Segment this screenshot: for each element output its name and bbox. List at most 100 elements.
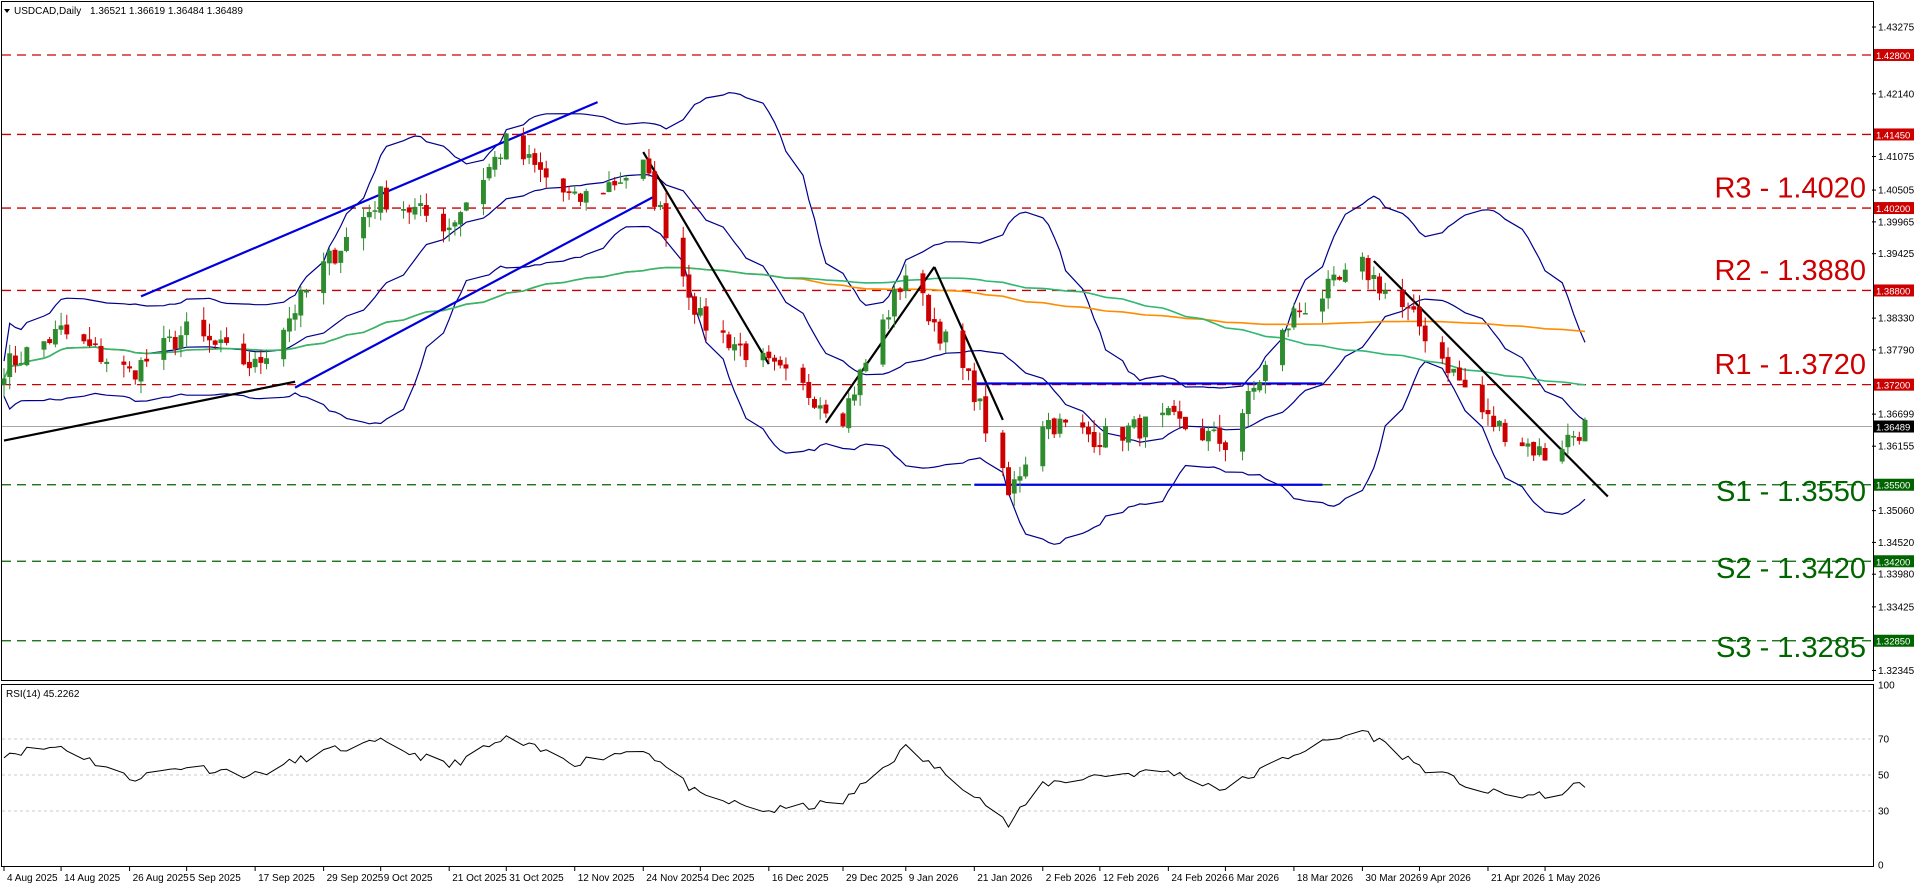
candle-body bbox=[1422, 325, 1428, 342]
price-axis-label: 1.32345 bbox=[1878, 666, 1915, 677]
candle-body bbox=[224, 337, 230, 343]
level-price-tag-text: 1.32850 bbox=[1876, 637, 1910, 648]
candle-body bbox=[132, 370, 138, 380]
candle-body bbox=[903, 275, 909, 292]
candle-body bbox=[1291, 308, 1297, 328]
candle-body bbox=[1479, 384, 1485, 413]
candle-body bbox=[104, 361, 110, 365]
candle-body bbox=[532, 153, 538, 165]
candle-body bbox=[121, 361, 127, 365]
date-axis-label: 16 Dec 2025 bbox=[772, 873, 829, 884]
candle-body bbox=[760, 352, 766, 361]
date-axis-label: 31 Oct 2025 bbox=[509, 873, 564, 884]
candle-body bbox=[1536, 446, 1542, 456]
candle-body bbox=[1365, 258, 1371, 281]
candle-body bbox=[344, 236, 349, 251]
candle-body bbox=[1057, 418, 1063, 434]
date-axis-label: 18 Mar 2026 bbox=[1297, 873, 1354, 884]
candle-body bbox=[977, 398, 983, 402]
candle-body bbox=[1462, 379, 1468, 388]
candle-body bbox=[926, 294, 932, 322]
candle-body bbox=[64, 324, 70, 335]
date-axis-label: 30 Mar 2026 bbox=[1365, 873, 1422, 884]
candle-body bbox=[1063, 419, 1069, 423]
candle-body bbox=[1097, 445, 1103, 448]
candle-body bbox=[184, 321, 190, 336]
price-axis-label: 1.43275 bbox=[1878, 23, 1915, 34]
candle-body bbox=[646, 158, 652, 174]
candle-body bbox=[423, 205, 429, 216]
candle-body bbox=[777, 359, 783, 366]
candle-body bbox=[1485, 410, 1491, 415]
candle-body bbox=[971, 370, 977, 403]
date-axis-label: 14 Aug 2025 bbox=[64, 873, 121, 884]
candle-body bbox=[1280, 329, 1285, 366]
candle-body bbox=[1456, 367, 1462, 381]
candle-body bbox=[766, 351, 772, 359]
downtrend-line-3 bbox=[1373, 260, 1609, 498]
price-axis-label: 1.39965 bbox=[1878, 217, 1915, 228]
candle-body bbox=[246, 361, 252, 369]
level-price-tag bbox=[1874, 478, 1914, 491]
current-price-tag-text: 1.36489 bbox=[1876, 423, 1910, 434]
candle-body bbox=[612, 180, 618, 186]
candle-body bbox=[737, 343, 743, 346]
candle-body bbox=[732, 344, 738, 351]
candle-body bbox=[1302, 313, 1308, 315]
level-price-tag-text: 1.42800 bbox=[1876, 51, 1910, 62]
candle-body bbox=[680, 237, 686, 277]
candle-body bbox=[1542, 448, 1548, 461]
dropdown-triangle-icon[interactable] bbox=[4, 9, 10, 13]
chart-header: USDCAD,Daily 1.36521 1.36619 1.36484 1.3… bbox=[4, 6, 243, 17]
candle-body bbox=[1582, 419, 1588, 442]
price-axis-label: 1.36699 bbox=[1878, 410, 1915, 421]
rsi-panel-frame bbox=[1, 684, 1874, 867]
candle-body bbox=[726, 334, 732, 349]
candle-body bbox=[526, 154, 532, 158]
date-axis-label: 9 Jan 2026 bbox=[909, 873, 959, 884]
candle-body bbox=[846, 398, 852, 429]
level-label-s3: S3 - 1.3285 bbox=[1716, 632, 1866, 664]
date-axis-label: 12 Feb 2026 bbox=[1103, 873, 1160, 884]
channel-upper-line bbox=[140, 101, 599, 298]
level-price-tag-text: 1.37200 bbox=[1876, 381, 1910, 392]
level-price-tag-text: 1.41450 bbox=[1876, 130, 1910, 141]
candle-body bbox=[772, 357, 777, 362]
candle-body bbox=[1046, 419, 1051, 430]
date-axis-label: 2 Feb 2026 bbox=[1046, 873, 1097, 884]
candle-body bbox=[606, 182, 612, 192]
date-axis-label: 1 May 2026 bbox=[1548, 873, 1601, 884]
candle-body bbox=[817, 405, 823, 409]
candle-body bbox=[338, 250, 344, 263]
level-price-tag-text: 1.40200 bbox=[1876, 204, 1910, 215]
candle-body bbox=[1137, 418, 1143, 439]
candle-body bbox=[937, 321, 943, 344]
price-axis-label: 1.36155 bbox=[1878, 442, 1915, 453]
candle-body bbox=[1297, 310, 1303, 313]
candle-body bbox=[87, 339, 93, 346]
candle-body bbox=[92, 343, 98, 346]
candle-body bbox=[1211, 429, 1217, 432]
symbol-label: USDCAD,Daily bbox=[14, 6, 81, 17]
candle-body bbox=[1331, 274, 1337, 281]
candle-body bbox=[823, 404, 829, 414]
candle-body bbox=[486, 167, 492, 179]
rsi-axis-label: 30 bbox=[1878, 807, 1890, 818]
candle-body bbox=[640, 159, 646, 179]
candle-body bbox=[1371, 275, 1377, 279]
candle-body bbox=[18, 362, 24, 365]
candle-body bbox=[1451, 368, 1457, 373]
candle-body bbox=[886, 317, 892, 320]
level-label-s2: S2 - 1.3420 bbox=[1716, 553, 1866, 585]
price-axis-label: 1.35060 bbox=[1878, 506, 1915, 517]
candle-body bbox=[1165, 408, 1171, 416]
level-price-tag bbox=[1874, 378, 1914, 391]
candle-body bbox=[743, 343, 749, 361]
candle-body bbox=[1017, 476, 1023, 481]
candle-body bbox=[201, 319, 207, 337]
candle-body bbox=[418, 203, 424, 206]
date-axis-label: 17 Sep 2025 bbox=[258, 873, 315, 884]
price-axis-label: 1.39425 bbox=[1878, 249, 1915, 260]
candle-body bbox=[167, 336, 172, 339]
